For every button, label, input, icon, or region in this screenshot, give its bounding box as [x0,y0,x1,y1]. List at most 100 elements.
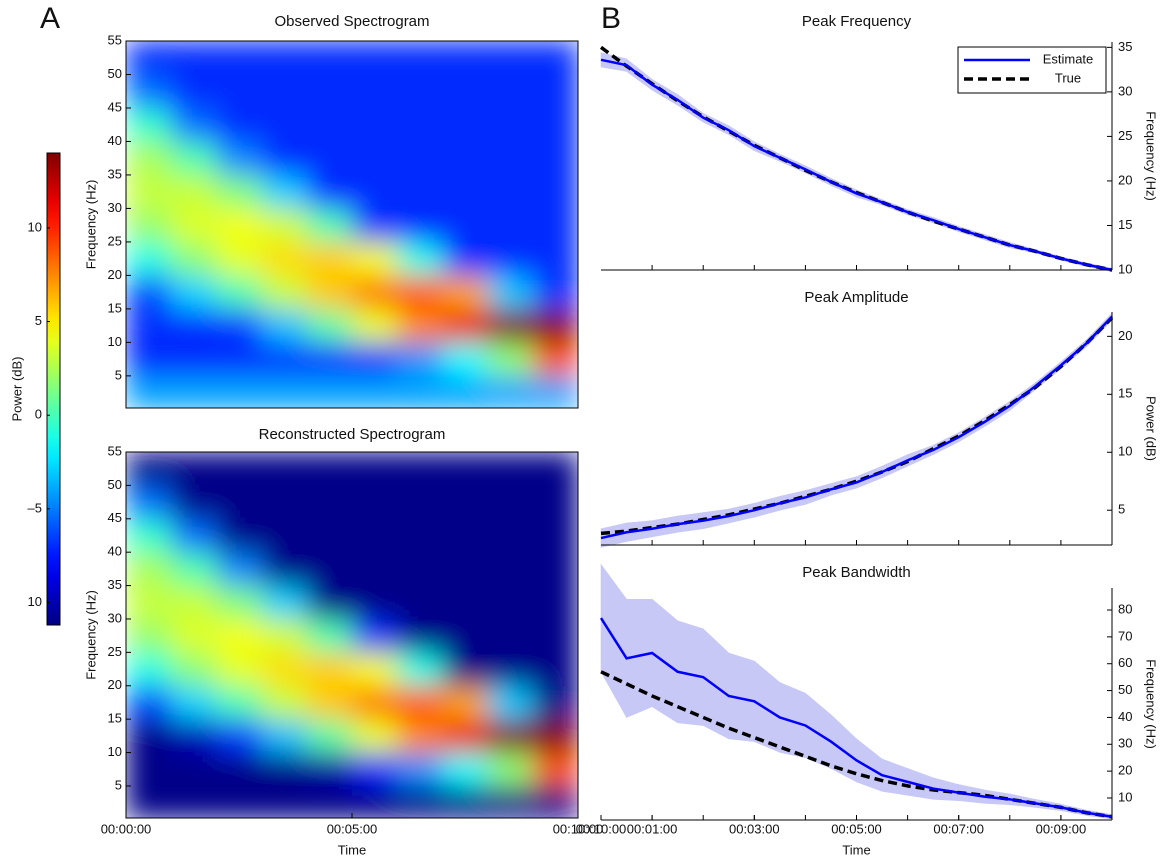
heatmap-cell [352,107,398,142]
heatmap-cell [442,752,489,787]
heatmap-cell [216,141,263,176]
heatmap-cell [487,719,534,754]
x-tick-label: 00:01:00 [627,821,678,836]
heatmap-cell [306,485,353,520]
heatmap-cell [171,518,217,553]
heatmap-cell [397,41,443,75]
y-tick-label: 25 [108,644,122,659]
heatmap-cell [442,685,489,720]
heatmap-cell [261,452,308,486]
heatmap-cell [487,485,534,520]
heatmap-cell [532,342,578,377]
heatmap-cell [261,342,308,377]
heatmap-cell [532,552,578,587]
heatmap-cell [487,241,534,276]
heatmap-cell [442,241,489,276]
heatmap-cell [216,208,263,243]
heatmap-cell [532,618,578,653]
heatmap-cell [216,752,263,787]
y-tick-label: 20 [1118,172,1132,187]
heatmap-cell [171,275,217,310]
y-tick-label: 55 [108,32,122,47]
heatmap-cell [532,518,578,553]
heatmap-cell [126,208,172,243]
heatmap-cell [397,552,443,587]
heatmap-cell [397,74,443,109]
heatmap-cell [442,74,489,109]
y-tick-label: 50 [108,66,122,81]
heatmap-cell [352,342,398,377]
heatmap-cell [126,719,172,754]
y-tick-label: 5 [115,777,122,792]
y-axis-label: Frequency (Hz) [83,590,98,680]
heatmap-cell [216,107,263,142]
heatmap-cell [487,452,534,486]
heatmap [126,41,578,408]
heatmap-cell [126,74,172,109]
heatmap-cell [216,452,263,486]
y-tick-label: 25 [1118,128,1132,143]
heatmap-cell [261,485,308,520]
heatmap-cell [487,208,534,243]
heatmap-clip [126,41,578,408]
y-axis-label: Frequency (Hz) [1144,111,1159,201]
heatmap-cell [306,618,353,653]
heatmap-cell [126,485,172,520]
y-tick-label: 20 [108,677,122,692]
heatmap-cell [532,375,578,408]
y-tick-label: 15 [108,711,122,726]
heatmap-cell [442,375,489,408]
y-axis-label: Frequency (Hz) [1144,659,1159,749]
data-line [600,316,1114,536]
y-tick-label: 45 [108,510,122,525]
y-tick-label: 15 [1118,217,1132,232]
chart-title: Peak Frequency [802,13,912,30]
y-tick-label: 10 [1118,261,1132,276]
heatmap-cell [171,618,217,653]
heatmap-cell [397,685,443,720]
heatmap-cell [261,719,308,754]
heatmap-cell [532,174,578,209]
x-tick-label: 00:10:00 [576,821,627,836]
heatmap-cell [442,552,489,587]
heatmap-cell [532,485,578,520]
heatmap-cell [216,652,263,687]
heatmap-cell [126,241,172,276]
heatmap-cell [261,275,308,310]
heatmap-cell [216,618,263,653]
heatmap-cell [352,74,398,109]
y-tick-label: 10 [108,744,122,759]
heatmap-cell [352,208,398,243]
heatmap-cell [171,241,217,276]
x-tick-label: 00:05:00 [831,821,882,836]
heatmap-cell [261,652,308,687]
heatmap-cell [261,375,308,408]
heatmap-cell [216,685,263,720]
heatmap-cell [352,452,398,486]
heatmap-cell [442,141,489,176]
heatmap-cell [442,618,489,653]
y-axis-label: Power (dB) [9,356,24,421]
y-axis-label: Power (dB) [1144,396,1159,461]
y-tick-label: 30 [1118,83,1132,98]
heatmap-cell [442,785,489,818]
heatmap-cell [171,107,217,142]
heatmap-cell [306,74,353,109]
heatmap-cell [261,74,308,109]
heatmap-cell [352,785,398,818]
heatmap-cell [306,275,353,310]
heatmap-cell [487,618,534,653]
x-tick-label: 00:05:00 [327,821,378,836]
x-tick-label: 00:10:00 [553,821,604,836]
chart-title: Observed Spectrogram [274,13,429,30]
heatmap-cell [487,174,534,209]
y-tick-label: 30 [1118,736,1132,751]
heatmap-cell [306,375,353,408]
heatmap-cell [487,107,534,142]
heatmap-cell [532,275,578,310]
heatmap-cell [397,518,443,553]
y-tick-label: 40 [108,133,122,148]
heatmap-cell [306,308,353,343]
heatmap [126,452,578,818]
heatmap-cell [352,652,398,687]
